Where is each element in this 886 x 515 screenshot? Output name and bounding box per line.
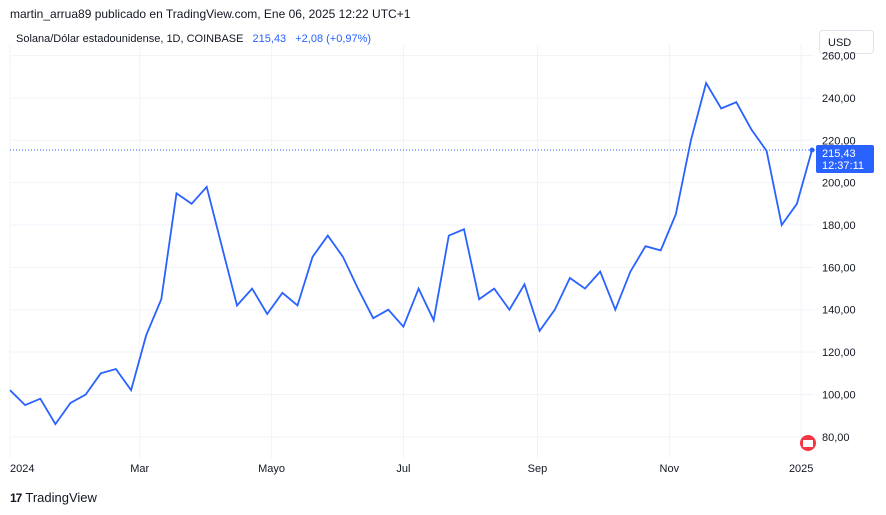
- y-tick-label: 120,00: [822, 347, 856, 359]
- y-tick-label: 140,00: [822, 305, 856, 317]
- price-badge-value: 215,43: [822, 148, 856, 160]
- y-tick-label: 100,00: [822, 389, 856, 401]
- last-price-dot: [809, 147, 815, 153]
- y-tick-label: 260,00: [822, 51, 856, 63]
- symbol-price: 215,43: [252, 33, 287, 45]
- y-tick-label: 80,00: [822, 432, 850, 444]
- x-tick-label: Nov: [660, 463, 680, 475]
- y-tick-label: 220,00: [822, 135, 856, 147]
- x-tick-label: 2024: [10, 463, 34, 475]
- x-tick-label: 2025: [789, 463, 813, 475]
- price-badge-bg: [816, 145, 874, 173]
- x-tick-label: Sep: [528, 463, 548, 475]
- y-tick-label: 160,00: [822, 262, 856, 274]
- calendar-icon[interactable]: [800, 435, 816, 451]
- y-tick-label: 200,00: [822, 178, 856, 190]
- price-badge-time: 12:37:11: [822, 160, 864, 172]
- x-tick-label: Mar: [130, 463, 149, 475]
- grid-lines: [9, 45, 814, 458]
- y-tick-label: 240,00: [822, 93, 856, 105]
- price-series-line: [9, 80, 813, 426]
- x-axis: 2024 Mar Mayo Jul Sep Nov 2025: [10, 463, 813, 475]
- brand-name: TradingView: [25, 490, 97, 505]
- currency-button[interactable]: USD: [819, 30, 874, 54]
- symbol-name: Solana/Dólar estadounidense, 1D, COINBAS…: [16, 33, 244, 45]
- publication-header: martin_arrua89 publicado en TradingView.…: [10, 7, 411, 21]
- symbol-info: Solana/Dólar estadounidense, 1D, COINBAS…: [16, 33, 371, 45]
- price-badge: 215,43 12:37:11: [816, 145, 874, 173]
- footer-brand: 17 TradingView: [10, 490, 97, 505]
- symbol-change: +2,08 (+0,97%): [295, 33, 372, 45]
- y-tick-label: 180,00: [822, 220, 856, 232]
- y-axis: 80,00 100,00 120,00 140,00 160,00 180,00 200,0…: [822, 51, 856, 444]
- tradingview-logo-icon: 17: [10, 490, 22, 505]
- x-tick-label: Mayo: [258, 463, 285, 475]
- x-tick-label: Jul: [396, 463, 410, 475]
